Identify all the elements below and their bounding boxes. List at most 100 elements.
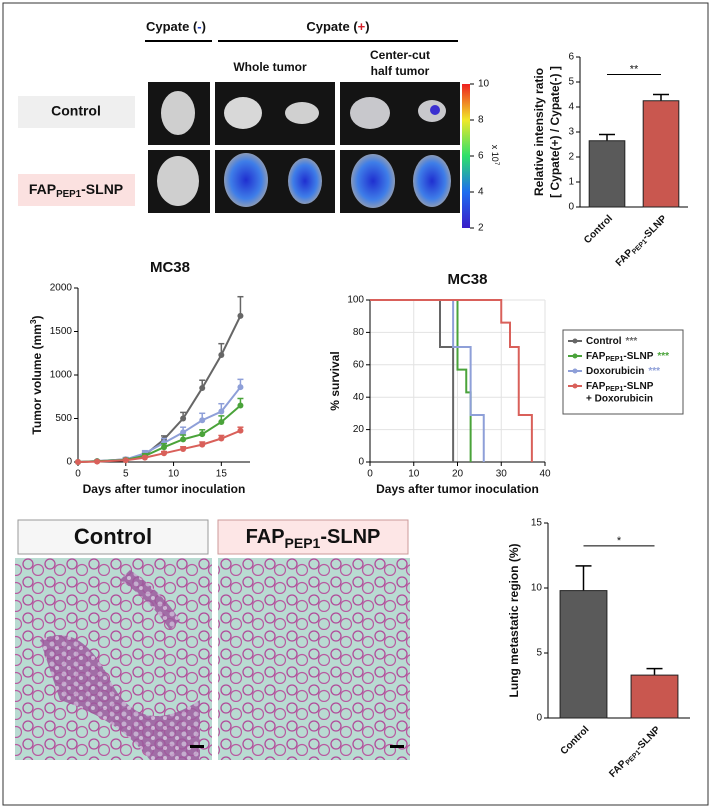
y-axis-label: % survival [328, 351, 342, 410]
column-header: Whole tumor [233, 60, 307, 74]
legend-swatch [572, 338, 578, 344]
legend-label: Doxorubicin *** [586, 366, 660, 377]
chart-title: MC38 [150, 259, 190, 276]
text-part: -SLNP [640, 213, 669, 242]
x-tick-label: 30 [496, 469, 508, 480]
text-part: FAP [246, 526, 285, 548]
label-box [217, 519, 409, 555]
survival-line [370, 299, 455, 462]
text-part: -SLNP [633, 724, 662, 753]
text-part: PEP1 [605, 356, 623, 363]
bar [588, 140, 626, 208]
label-box [17, 519, 209, 555]
legend-swatch [572, 368, 578, 374]
y-tick-label: 2 [568, 152, 574, 163]
text-part: Cypate ( [306, 19, 358, 34]
marker [218, 435, 225, 442]
marker [161, 444, 167, 451]
legend-label: Control *** [586, 336, 637, 347]
x-tick-label: Control [559, 724, 592, 757]
y-tick-label: 5 [568, 77, 574, 88]
marker [180, 445, 187, 452]
y-tick-label: 0 [66, 457, 72, 468]
marker [161, 450, 167, 457]
text-part: -SLNP [320, 526, 380, 548]
bar [630, 674, 679, 719]
y-tick-label: 100 [347, 295, 364, 306]
x-axis-label: Days after tumor inoculation [376, 482, 539, 496]
header: Cypate (+) [306, 19, 369, 34]
text-part: + [358, 19, 366, 34]
histology-label: FAPPEP1-SLNP [246, 526, 381, 550]
text-part: PEP1 [56, 189, 82, 200]
header: Cypate (-) [146, 19, 206, 34]
marker [199, 431, 206, 438]
chart-title: MC38 [447, 271, 487, 288]
bar [642, 100, 680, 208]
bar [559, 590, 608, 719]
legend-box [562, 329, 684, 415]
text-part: -SLNP [81, 181, 123, 197]
significance: * [617, 535, 622, 547]
y-axis-label: Tumor volume (mm3) [28, 315, 44, 434]
legend-swatch [572, 383, 578, 389]
text-part: PEP1 [285, 535, 321, 551]
x-tick-label: 40 [539, 469, 551, 480]
marker [180, 415, 187, 422]
y-tick-label: 15 [531, 518, 543, 529]
text-part: Doxorubicin [586, 366, 644, 377]
y-tick-label: 0 [536, 713, 542, 724]
histology-label: Control [74, 524, 152, 549]
marker [94, 458, 101, 465]
x-tick-label: FAPPEP1-SLNP [614, 213, 670, 269]
x-tick-label: 5 [123, 469, 129, 480]
histology-image [218, 558, 410, 760]
marker [237, 427, 244, 434]
y-tick-label: 2000 [50, 283, 73, 294]
x-tick-label: Control [582, 213, 615, 246]
legend-label: FAPPEP1-SLNP + Doxorubicin [586, 381, 654, 405]
marker [199, 385, 206, 392]
y-axis-label: [ Cypate(+) / Cypate(-) ] [548, 66, 562, 198]
marker [75, 459, 81, 465]
row-label: FAPPEP1-SLNP [29, 181, 123, 200]
marker [237, 402, 244, 409]
text-part: FAP [29, 181, 56, 197]
marker [218, 418, 225, 425]
marker [237, 384, 244, 391]
text-part: 7 [493, 162, 500, 166]
column-header: Center-cut [370, 48, 430, 62]
text-part: -SLNP [623, 351, 653, 362]
colorbar-label: 10 [478, 79, 490, 90]
text-part: - [197, 19, 201, 34]
text-part: Tumor volume (mm [30, 324, 44, 434]
row-label-box [18, 96, 135, 128]
tumor-images [148, 82, 470, 228]
chart: 0 5 10 15 Lung metastatic region (%) Control F… [507, 518, 690, 780]
y-tick-label: 500 [55, 413, 72, 424]
colorbar-label: 4 [478, 187, 484, 198]
marker [180, 436, 187, 443]
y-axis-label: Relative intensity ratio [532, 68, 546, 196]
y-tick-label: 3 [568, 127, 574, 138]
text-part: ) [202, 19, 206, 34]
y-tick-label: 0 [358, 457, 364, 468]
x-axis-label: Days after tumor inoculation [83, 482, 246, 496]
y-axis-label: Lung metastatic region (%) [507, 543, 521, 697]
text-part: x 10 [490, 145, 500, 162]
y-tick-label: 1500 [50, 326, 73, 337]
y-tick-label: 1000 [50, 370, 73, 381]
marker [237, 312, 244, 319]
colorbar-label: 6 [478, 151, 484, 162]
legend-significance: *** [648, 366, 660, 377]
x-tick-label: 0 [75, 469, 81, 480]
y-tick-label: 1 [568, 177, 574, 188]
marker [180, 429, 187, 436]
text-part: Cypate ( [146, 19, 198, 34]
text-part: Control [586, 336, 622, 347]
x-tick-label: 10 [168, 469, 180, 480]
text-part: FAP [586, 351, 606, 362]
y-tick-label: 10 [531, 583, 543, 594]
